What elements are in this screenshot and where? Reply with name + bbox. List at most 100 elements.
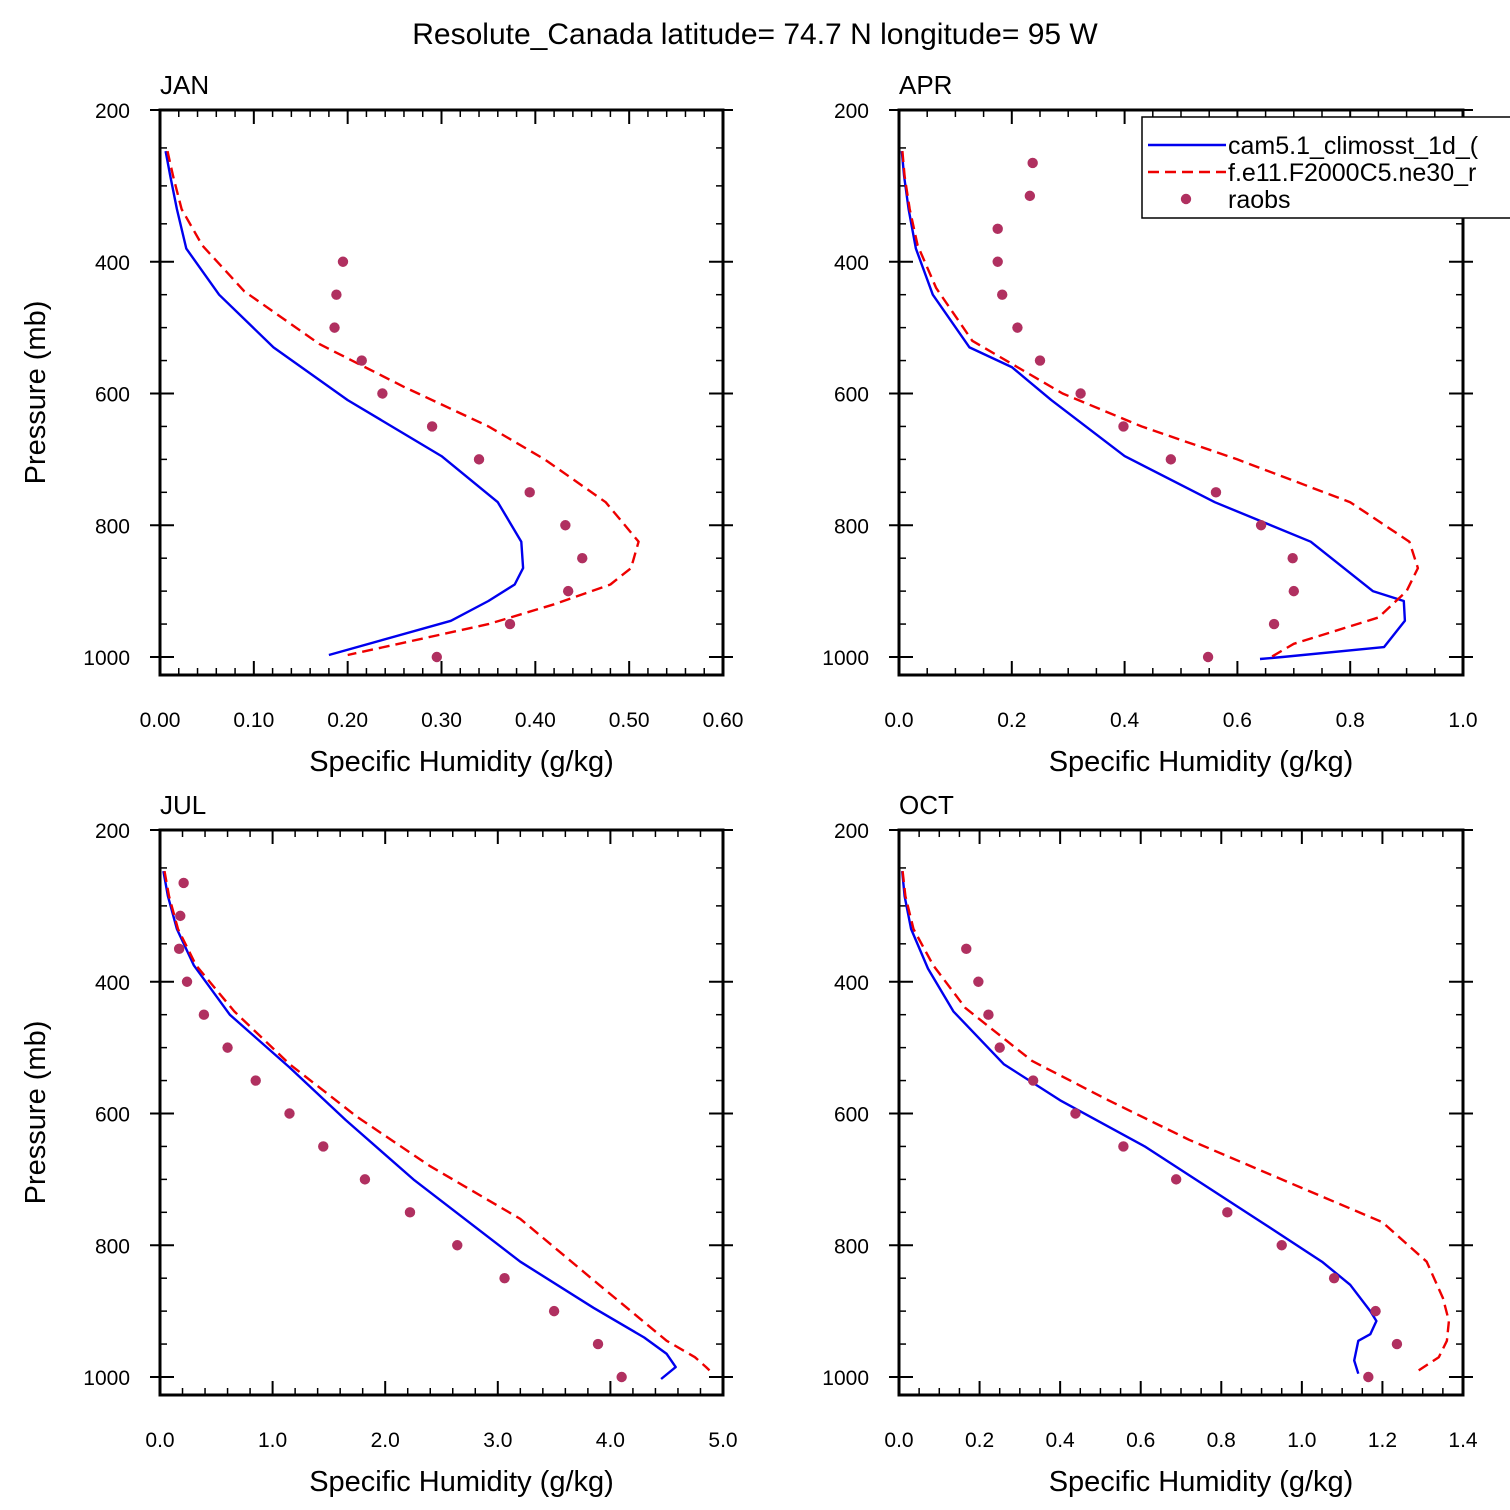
y-tick-label: 600: [95, 384, 130, 407]
panel-title: OCT: [899, 790, 954, 820]
x-tick-label: 0.50: [609, 709, 650, 732]
panel-jan: JAN 0.00 0.10 0.20 0.30 0.40 0.50 0.60 200 400 600…: [20, 70, 743, 778]
x-tick-label: 0.00: [140, 709, 181, 732]
series-line-f: [166, 150, 640, 657]
raobs-point: [1328, 1272, 1340, 1284]
series-line-cam5: [901, 870, 1378, 1375]
raobs-point: [1276, 1240, 1287, 1251]
x-tick-label: 1.0: [1287, 1429, 1316, 1452]
x-tick-label: 0.4: [1046, 1429, 1076, 1452]
x-tick-label: 0.8: [1207, 1429, 1236, 1452]
raobs-point: [175, 910, 186, 922]
raobs-point: [1363, 1371, 1374, 1383]
x-tick-label: 4.0: [596, 1429, 625, 1452]
panel-title: APR: [899, 70, 952, 100]
panel-apr: APR 0.0 0.2 0.4 0.6 0.8 1.0 200 400 600 800 1000 Spe…: [822, 70, 1477, 778]
x-tick-label: 0.10: [233, 709, 274, 732]
raobs-point: [337, 256, 349, 267]
raobs-point: [562, 585, 574, 597]
panel-title: JUL: [160, 790, 206, 820]
series-line-cam5: [164, 150, 525, 657]
raobs-point: [1288, 585, 1300, 597]
plot-frame: [158, 108, 725, 677]
y-tick-label: 400: [834, 972, 869, 995]
raobs-point: [431, 651, 443, 663]
x-tick-label: 2.0: [371, 1429, 400, 1452]
y-axis-label: Pressure (mb): [20, 1021, 52, 1205]
y-tick-label: 800: [95, 1235, 130, 1258]
x-tick-label: 0.40: [515, 709, 556, 732]
x-tick-label: 0.60: [703, 709, 744, 732]
legend-box: [1141, 116, 1510, 219]
x-tick-label: 0.6: [1223, 709, 1252, 732]
raobs-point: [1027, 1075, 1039, 1086]
raobs-point: [1027, 157, 1038, 169]
raobs-point: [1012, 322, 1023, 333]
y-tick-label: 600: [834, 384, 869, 407]
series-line-cam5: [162, 870, 677, 1380]
x-tick-label: 0.0: [145, 1429, 174, 1452]
raobs-point: [1391, 1338, 1403, 1350]
plot-frame: [158, 828, 725, 1397]
raobs-point: [1287, 552, 1298, 564]
raobs-point: [592, 1338, 604, 1350]
legend-label: cam5.1_climosst_1d_(: [1228, 132, 1479, 160]
raobs-point: [359, 1174, 371, 1185]
y-tick-label: 200: [95, 820, 130, 843]
raobs-point: [250, 1075, 261, 1086]
raobs-point: [222, 1042, 233, 1053]
raobs-point: [1165, 454, 1177, 465]
raobs-point: [1202, 651, 1214, 663]
raobs-point: [1210, 487, 1222, 498]
raobs-point: [973, 976, 984, 987]
raobs-point: [181, 976, 193, 987]
raobs-point: [404, 1207, 416, 1218]
x-tick-label: 0.2: [965, 1429, 994, 1452]
raobs-point: [997, 289, 1008, 300]
series-line-f: [901, 150, 1420, 659]
raobs-point: [1024, 190, 1036, 202]
x-tick-label: 0.4: [1110, 709, 1140, 732]
x-tick-label: 0.20: [327, 709, 368, 732]
x-axis-label: Specific Humidity (g/kg): [1049, 1466, 1354, 1498]
raobs-point: [1370, 1305, 1381, 1317]
x-axis-label: Specific Humidity (g/kg): [1049, 746, 1354, 778]
y-tick-label: 800: [95, 515, 130, 538]
x-tick-label: 3.0: [483, 1429, 512, 1452]
series-line-f: [163, 870, 711, 1372]
raobs-point: [992, 256, 1003, 267]
raobs-point: [504, 618, 516, 630]
raobs-point: [1034, 355, 1046, 366]
legend-marker-raobs: [1180, 193, 1192, 205]
x-tick-label: 0.0: [884, 1429, 913, 1452]
x-tick-label: 5.0: [708, 1429, 737, 1452]
raobs-point: [1070, 1108, 1081, 1119]
x-tick-label: 0.6: [1126, 1429, 1155, 1452]
y-tick-label: 400: [95, 972, 130, 995]
y-tick-label: 600: [95, 1104, 130, 1127]
y-tick-label: 400: [95, 252, 130, 275]
raobs-point: [961, 943, 972, 955]
raobs-point: [178, 877, 189, 889]
raobs-point: [198, 1009, 210, 1020]
raobs-point: [331, 289, 342, 300]
series-line-f: [901, 870, 1451, 1372]
y-tick-label: 600: [834, 1104, 869, 1127]
raobs-point: [994, 1042, 1005, 1053]
raobs-point: [329, 322, 340, 333]
y-tick-label: 1000: [822, 1367, 869, 1390]
y-tick-label: 200: [95, 100, 130, 123]
raobs-point: [983, 1009, 994, 1020]
legend-label: f.e11.F2000C5.ne30_r: [1228, 159, 1476, 187]
raobs-point: [577, 552, 588, 564]
raobs-point: [1222, 1207, 1233, 1218]
legend-label: raobs: [1228, 186, 1291, 214]
series-line-cam5: [900, 150, 1407, 661]
raobs-point: [452, 1240, 463, 1251]
x-tick-label: 0.0: [884, 709, 913, 732]
x-tick-label: 1.4: [1448, 1429, 1478, 1452]
panel-title: JAN: [160, 70, 209, 100]
raobs-point: [426, 421, 438, 432]
y-tick-label: 200: [834, 820, 869, 843]
